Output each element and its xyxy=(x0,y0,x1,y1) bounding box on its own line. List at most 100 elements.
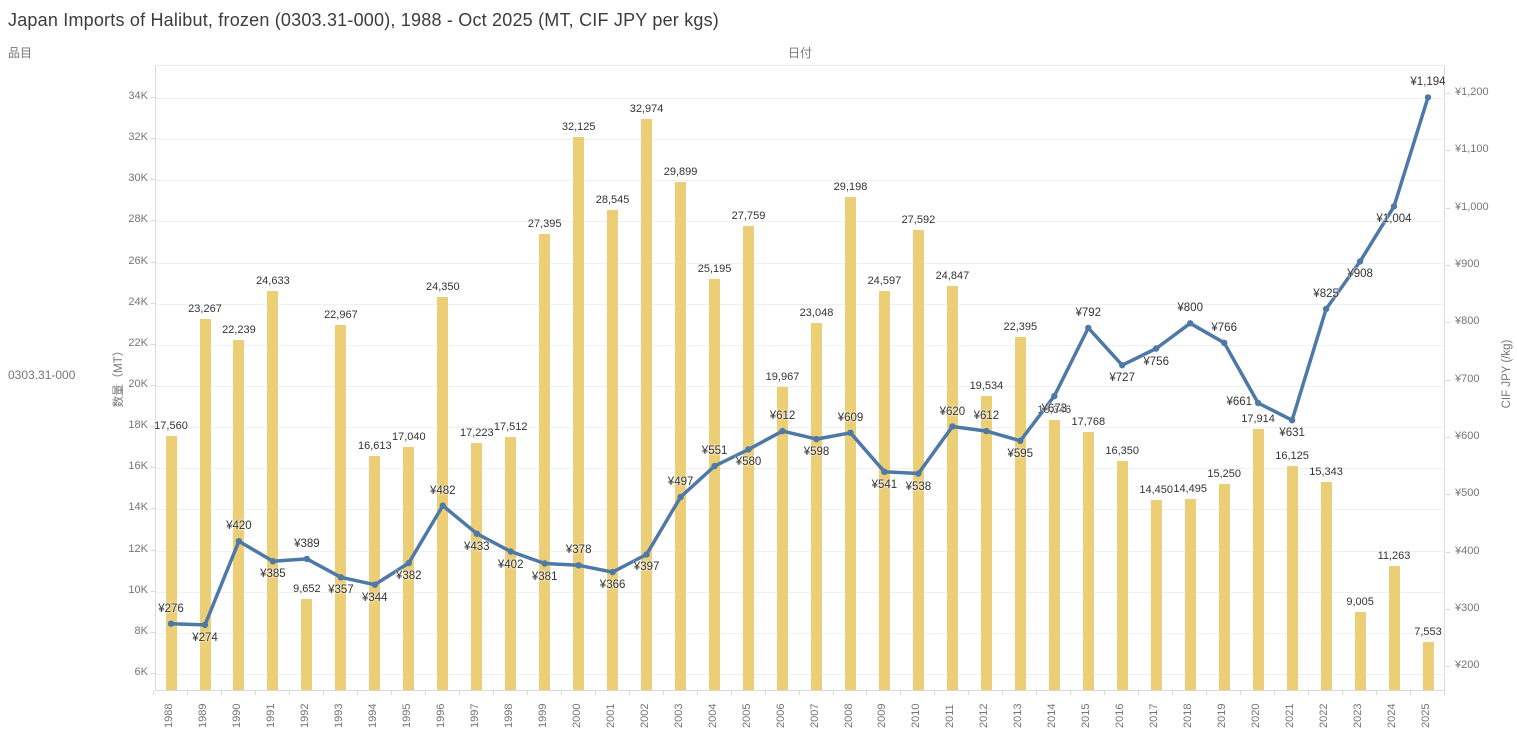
bar-mark[interactable] xyxy=(1422,642,1434,691)
line-point-mark[interactable] xyxy=(439,502,446,509)
x-axis-tick xyxy=(187,691,188,695)
bar-mark[interactable] xyxy=(607,210,619,691)
x-axis-year-label: 1997 xyxy=(468,703,481,728)
line-point-mark[interactable] xyxy=(167,620,175,627)
bar-value-label: 16,613 xyxy=(357,439,392,452)
bar-mark[interactable] xyxy=(403,446,415,691)
x-axis-year-label: 2001 xyxy=(604,703,617,728)
line-point-mark[interactable] xyxy=(1187,320,1194,327)
bar-mark[interactable] xyxy=(369,455,381,691)
line-value-label: ¥433 xyxy=(464,540,490,553)
x-axis-year-label: 2007 xyxy=(808,703,821,728)
line-point-mark[interactable] xyxy=(847,429,854,436)
line-point-mark[interactable] xyxy=(337,574,345,581)
x-axis-tick xyxy=(390,691,392,695)
line-point-mark[interactable] xyxy=(201,621,209,629)
line-value-label: ¥595 xyxy=(1007,447,1034,460)
bar-mark[interactable] xyxy=(165,436,177,691)
right-axis-tick-label: ¥400 xyxy=(1455,544,1480,557)
right-axis-tick-label: ¥600 xyxy=(1455,430,1480,442)
line-point-mark[interactable] xyxy=(1322,305,1330,313)
x-axis-year-label: 1988 xyxy=(163,703,175,728)
line-point-mark[interactable] xyxy=(813,435,820,443)
bar-mark[interactable] xyxy=(471,443,483,691)
line-point-mark[interactable] xyxy=(1288,417,1296,424)
bar-mark[interactable] xyxy=(845,196,856,691)
line-point-mark[interactable] xyxy=(235,538,243,545)
line-point-mark[interactable] xyxy=(1356,258,1364,265)
line-point-mark[interactable] xyxy=(643,551,650,558)
bar-mark[interactable] xyxy=(743,226,754,691)
bar-mark[interactable] xyxy=(675,182,687,691)
gridline xyxy=(156,180,1444,182)
left-axis-tick-label: 30K xyxy=(128,172,148,185)
line-point-mark[interactable] xyxy=(1085,324,1092,332)
line-point-mark[interactable] xyxy=(1119,362,1126,369)
bar-mark[interactable] xyxy=(1252,428,1264,691)
right-axis-tick-label: ¥500 xyxy=(1455,487,1480,500)
line-point-mark[interactable] xyxy=(303,555,311,563)
bar-mark[interactable] xyxy=(301,598,313,691)
line-point-mark[interactable] xyxy=(1254,399,1262,407)
bar-mark[interactable] xyxy=(878,291,890,691)
x-axis-tick xyxy=(1308,691,1310,695)
bar-mark[interactable] xyxy=(199,318,211,691)
bar-mark[interactable] xyxy=(335,325,347,691)
bar-mark[interactable] xyxy=(1116,461,1128,691)
bar-mark[interactable] xyxy=(912,229,924,691)
line-mark[interactable] xyxy=(170,96,1430,627)
bar-mark[interactable] xyxy=(1286,465,1298,691)
line-point-mark[interactable] xyxy=(779,427,786,435)
line-point-mark[interactable] xyxy=(1424,94,1432,101)
bar-mark[interactable] xyxy=(573,136,585,691)
line-point-mark[interactable] xyxy=(1017,437,1024,444)
bar-value-label: 32,125 xyxy=(561,120,596,133)
bar-mark[interactable] xyxy=(1082,431,1094,691)
x-axis-year-label: 2025 xyxy=(1420,703,1432,728)
bar-mark[interactable] xyxy=(811,323,822,691)
bar-mark[interactable] xyxy=(233,339,245,691)
line-value-label: ¥1,004 xyxy=(1376,213,1412,226)
line-point-mark[interactable] xyxy=(915,470,922,477)
line-point-mark[interactable] xyxy=(983,427,990,435)
gridline xyxy=(156,221,1444,223)
bar-mark[interactable] xyxy=(539,233,551,691)
line-point-mark[interactable] xyxy=(881,468,888,475)
bar-mark[interactable] xyxy=(1184,499,1196,691)
line-point-mark[interactable] xyxy=(1153,345,1160,352)
line-point-mark[interactable] xyxy=(575,562,582,569)
bar-mark[interactable] xyxy=(505,437,517,691)
bar-mark[interactable] xyxy=(946,286,958,691)
bar-mark[interactable] xyxy=(267,290,279,691)
bar-mark[interactable] xyxy=(777,386,788,691)
x-axis-year-label: 2020 xyxy=(1250,703,1263,728)
bar-mark[interactable] xyxy=(1218,483,1230,691)
line-point-mark[interactable] xyxy=(371,581,378,588)
line-point-mark[interactable] xyxy=(1221,339,1228,346)
line-point-mark[interactable] xyxy=(745,446,752,453)
line-point-mark[interactable] xyxy=(473,530,480,537)
bar-mark[interactable] xyxy=(641,119,653,691)
bar-value-label: 14,495 xyxy=(1173,483,1208,496)
bar-mark[interactable] xyxy=(437,296,449,691)
bar-mark[interactable] xyxy=(1354,612,1366,691)
bar-mark[interactable] xyxy=(980,395,992,691)
line-point-mark[interactable] xyxy=(1051,392,1058,400)
line-point-mark[interactable] xyxy=(269,558,277,565)
line-point-mark[interactable] xyxy=(677,493,684,501)
line-point-mark[interactable] xyxy=(507,548,514,555)
line-point-mark[interactable] xyxy=(1390,203,1398,210)
bar-mark[interactable] xyxy=(1320,481,1332,691)
bar-mark[interactable] xyxy=(1150,500,1162,691)
bar-mark[interactable] xyxy=(1014,336,1026,691)
bar-mark[interactable] xyxy=(1388,565,1400,691)
bar-mark[interactable] xyxy=(1048,420,1060,691)
left-axis-tick xyxy=(151,138,155,140)
line-point-mark[interactable] xyxy=(711,462,718,470)
line-point-mark[interactable] xyxy=(949,423,956,430)
line-point-mark[interactable] xyxy=(609,568,616,576)
bar-mark[interactable] xyxy=(709,279,721,691)
bar-value-label: 15,250 xyxy=(1207,467,1242,480)
line-point-mark[interactable] xyxy=(541,560,548,567)
line-point-mark[interactable] xyxy=(405,559,412,567)
